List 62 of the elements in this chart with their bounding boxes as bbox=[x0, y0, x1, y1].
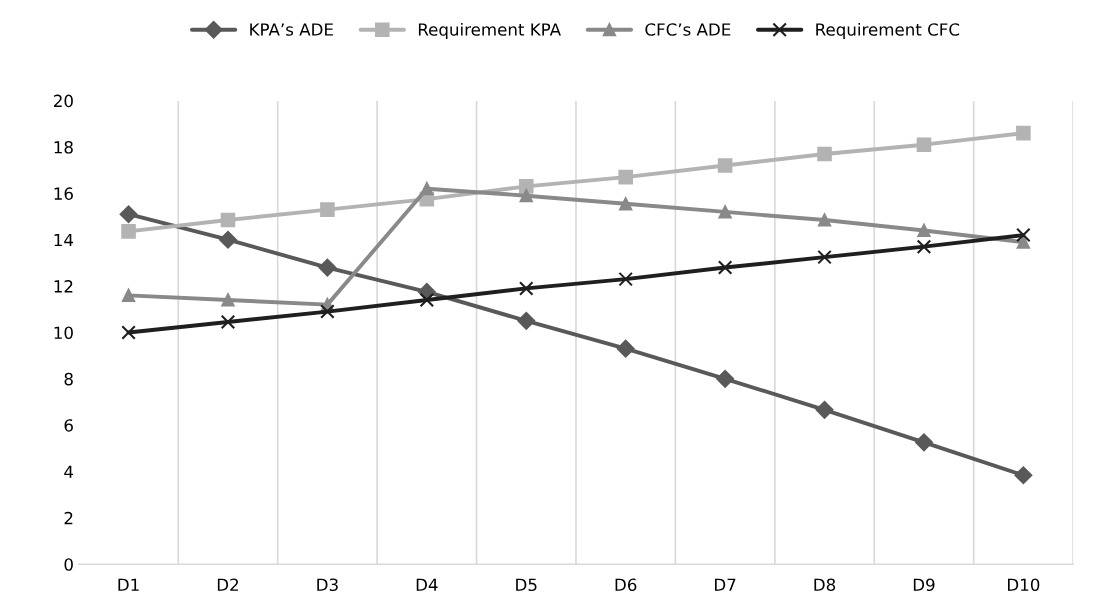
x-tick-label: D10 bbox=[1008, 578, 1040, 592]
x-tick-label: D9 bbox=[913, 578, 935, 592]
legend-label: Requirement KPA bbox=[418, 22, 561, 40]
point bbox=[1016, 125, 1031, 141]
point bbox=[717, 158, 733, 173]
y-tick-label: 20 bbox=[53, 94, 73, 108]
y-tick-label: 12 bbox=[54, 280, 73, 293]
y-tick-label: 18 bbox=[54, 140, 73, 154]
y-tick-label: 4 bbox=[64, 465, 74, 478]
point bbox=[221, 293, 235, 307]
point bbox=[916, 137, 932, 152]
x-tick-label: D6 bbox=[615, 578, 637, 592]
point bbox=[517, 311, 536, 330]
y-tick-label: 8 bbox=[64, 372, 73, 386]
y-tick-label: 2 bbox=[64, 511, 73, 525]
x-tick-label: D3 bbox=[317, 578, 338, 592]
x-tick-label: D2 bbox=[217, 578, 239, 591]
point bbox=[716, 369, 735, 388]
point bbox=[121, 224, 136, 239]
y-tick-label: 0 bbox=[64, 558, 73, 571]
point bbox=[917, 223, 931, 238]
y-tick-label: 16 bbox=[54, 187, 73, 200]
point bbox=[519, 189, 533, 203]
x-tick-label: D7 bbox=[715, 578, 736, 591]
point bbox=[619, 197, 633, 211]
point bbox=[121, 288, 136, 302]
point bbox=[518, 179, 534, 194]
point bbox=[121, 325, 136, 340]
point bbox=[817, 146, 832, 162]
point bbox=[718, 205, 732, 219]
point bbox=[815, 400, 834, 419]
y-tick-label: 10 bbox=[54, 326, 73, 340]
point bbox=[717, 260, 733, 275]
legend-label: CFC’s ADE bbox=[645, 23, 731, 36]
y-tick-label: 6 bbox=[64, 419, 73, 432]
point bbox=[618, 169, 633, 185]
point bbox=[219, 230, 237, 249]
point bbox=[220, 212, 236, 228]
point bbox=[518, 281, 534, 296]
point bbox=[1016, 235, 1030, 249]
point bbox=[420, 182, 434, 196]
point bbox=[616, 339, 635, 358]
point bbox=[119, 205, 138, 224]
point bbox=[817, 249, 832, 265]
point bbox=[916, 239, 932, 254]
point bbox=[1014, 466, 1033, 485]
point bbox=[618, 271, 633, 287]
point bbox=[1016, 227, 1031, 243]
x-tick-label: D8 bbox=[814, 578, 836, 592]
x-tick-label: D1 bbox=[118, 578, 139, 591]
point bbox=[817, 213, 832, 227]
point bbox=[915, 433, 933, 452]
point bbox=[220, 314, 236, 330]
legend-label: KPA’s ADE bbox=[250, 23, 333, 36]
point bbox=[320, 304, 335, 319]
point bbox=[318, 258, 337, 277]
x-tick-label: D5 bbox=[516, 578, 537, 592]
point bbox=[419, 292, 435, 308]
point bbox=[320, 202, 335, 217]
x-tick-label: D4 bbox=[416, 578, 438, 591]
y-tick-label: 14 bbox=[54, 233, 74, 247]
legend-label: Requirement CFC bbox=[816, 22, 960, 40]
